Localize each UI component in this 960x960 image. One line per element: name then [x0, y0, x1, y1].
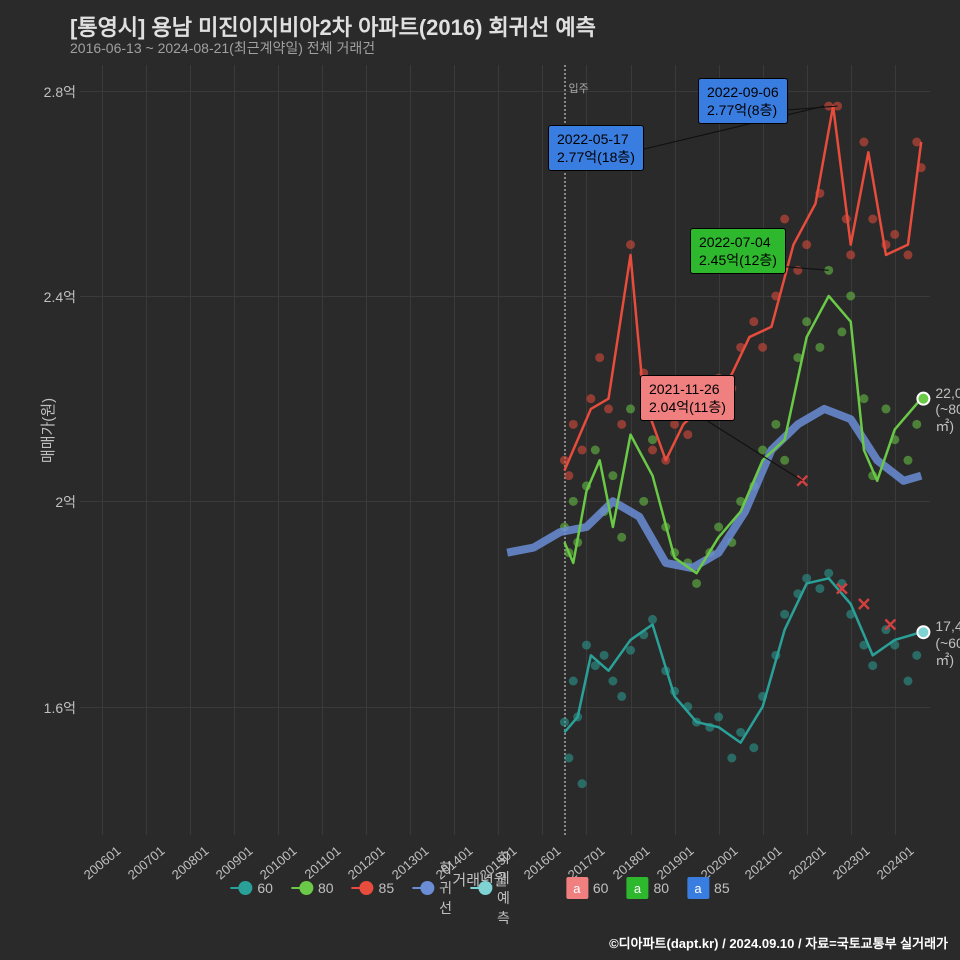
legend-box-item: a80: [626, 877, 669, 899]
footer-credit: ©디아파트(dapt.kr) / 2024.09.10 / 자료=국토교통부 실…: [609, 933, 948, 952]
annotation-box: 2022-05-172.77억(18층): [548, 125, 644, 171]
y-axis-label: 매매가(원): [37, 398, 58, 463]
legend-box-item: a85: [687, 877, 730, 899]
y-tick-label: 1.6억: [40, 698, 76, 718]
chart-container: [통영시] 용남 미진이지비아2차 아파트(2016) 회귀선 예측 2016-…: [0, 0, 960, 960]
legend-item: 회귀선: [412, 858, 452, 918]
annotation-box: 2021-11-262.04억(11층): [640, 375, 735, 421]
chart-subtitle: 2016-06-13 ~ 2024-08-21(최근계약일) 전체 거래건: [70, 38, 375, 58]
legend-item: 85: [352, 880, 395, 896]
legend-item: 80: [291, 880, 334, 896]
annotation-box: 2022-09-062.77억(8층): [698, 78, 788, 124]
annotation-box: 2022-07-042.45억(12층): [690, 228, 786, 274]
end-label: 17,450(~60㎡): [935, 618, 960, 668]
y-tick-label: 2억: [40, 492, 76, 512]
end-label: 22,000(~80㎡): [935, 385, 960, 435]
chart-svg: [0, 0, 960, 960]
legend-item: 회귀예측: [470, 848, 518, 928]
legend-box-item: a60: [566, 877, 609, 899]
y-tick-label: 2.8억: [40, 82, 76, 102]
legend-item: 60: [230, 880, 273, 896]
legend: 60 80 85 회귀선 회귀예측 a60 a80 a85: [230, 848, 729, 928]
y-tick-label: 2.4억: [40, 287, 76, 307]
vline-label: 입주: [568, 80, 588, 96]
